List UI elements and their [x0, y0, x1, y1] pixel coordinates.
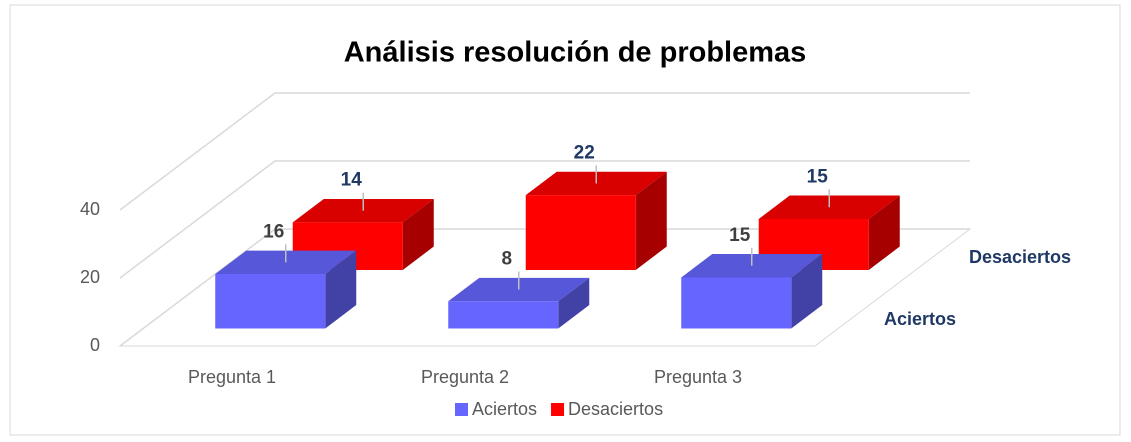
bar-side [325, 250, 357, 329]
data-label: 22 [574, 142, 595, 163]
bar-side [791, 254, 823, 329]
y-tick-label: 20 [80, 267, 100, 287]
bar-side [868, 195, 900, 270]
y-tick-label: 0 [90, 335, 100, 355]
x-tick-label: Pregunta 1 [188, 367, 276, 387]
grid-line [119, 228, 970, 347]
x-tick-label: Pregunta 3 [654, 367, 742, 387]
bar-front [681, 277, 792, 329]
legend-label: Aciertos [472, 399, 537, 419]
data-label: 14 [341, 170, 363, 191]
data-label: 15 [729, 225, 751, 246]
bar-front [525, 195, 636, 270]
data-label: 8 [501, 249, 512, 270]
data-label: 16 [263, 221, 284, 242]
depth-axis-label: Desaciertos [969, 247, 1071, 267]
legend-swatch [551, 403, 565, 416]
bar-front [215, 274, 326, 329]
x-tick-label: Pregunta 2 [421, 367, 509, 387]
y-tick-label: 40 [80, 199, 100, 219]
legend-label: Desaciertos [568, 399, 663, 419]
bar-side [558, 277, 590, 329]
depth-axis-label: Aciertos [884, 309, 956, 329]
bar-side [402, 198, 434, 270]
data-label: 15 [807, 166, 829, 187]
grid-line [119, 160, 970, 279]
legend-swatch [455, 403, 468, 416]
bar [681, 254, 823, 329]
chart-title: Análisis resolución de problemas [344, 37, 807, 69]
bar-side [635, 171, 667, 270]
bar [525, 171, 667, 270]
grid-line [119, 92, 970, 211]
bar-front [448, 301, 559, 329]
